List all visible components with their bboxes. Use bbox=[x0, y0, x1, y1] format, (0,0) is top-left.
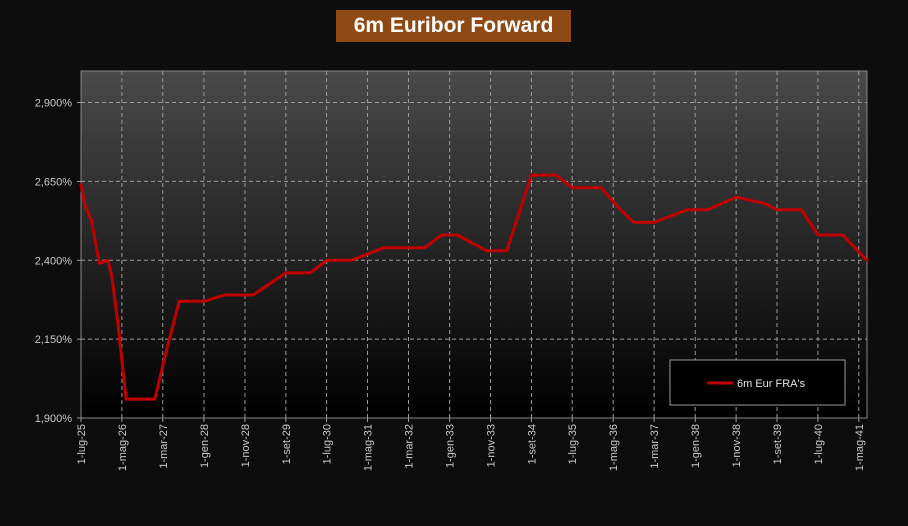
x-tick-label: 1-set-29 bbox=[281, 424, 293, 464]
series-layer bbox=[79, 173, 869, 401]
x-tick-label: 1-nov-38 bbox=[731, 424, 743, 467]
legend-label: 6m Eur FRA's bbox=[737, 378, 806, 390]
x-tick-label: 1-gen-28 bbox=[199, 424, 211, 468]
y-tick-label: 2,650% bbox=[35, 176, 73, 188]
x-tick-label: 1-mag-26 bbox=[117, 424, 129, 471]
x-tick-label: 1-mag-41 bbox=[854, 424, 866, 471]
x-tick-label: 1-gen-38 bbox=[690, 424, 702, 468]
chart-title: 6m Euribor Forward bbox=[336, 10, 571, 42]
y-axis: 1,900% 2,150% 2,400% 2,650% 2,900% bbox=[35, 98, 81, 425]
x-tick-label: 1-set-34 bbox=[526, 424, 538, 464]
x-tick-label: 1-mar-32 bbox=[404, 424, 416, 469]
y-tick-label: 1,900% bbox=[35, 413, 73, 425]
y-tick-label: 2,150% bbox=[35, 334, 73, 346]
x-tick-label: 1-lug-30 bbox=[322, 424, 334, 464]
x-tick-label: 1-nov-33 bbox=[486, 424, 498, 467]
x-tick-label: 1-nov-28 bbox=[240, 424, 252, 467]
legend: 6m Eur FRA's bbox=[669, 359, 846, 406]
series-line bbox=[79, 173, 869, 401]
x-tick-label: 1-lug-25 bbox=[76, 424, 88, 464]
x-tick-label: 1-mag-31 bbox=[362, 424, 374, 471]
x-tick-label: 1-lug-40 bbox=[813, 424, 825, 464]
x-tick-label: 1-mag-36 bbox=[608, 424, 620, 471]
legend-box bbox=[669, 359, 846, 406]
x-tick-label: 1-mar-37 bbox=[649, 424, 661, 469]
x-tick-label: 1-mar-27 bbox=[158, 424, 170, 469]
x-tick-label: 1-set-39 bbox=[772, 424, 784, 464]
y-tick-label: 2,900% bbox=[35, 98, 73, 110]
x-tick-label: 1-gen-33 bbox=[445, 424, 457, 468]
y-tick-label: 2,400% bbox=[35, 255, 73, 267]
x-axis: 1-lug-25 1-mag-26 1-mar-27 1-gen-28 1-nov-28… bbox=[76, 418, 866, 471]
x-tick-label: 1-lug-35 bbox=[567, 424, 579, 464]
